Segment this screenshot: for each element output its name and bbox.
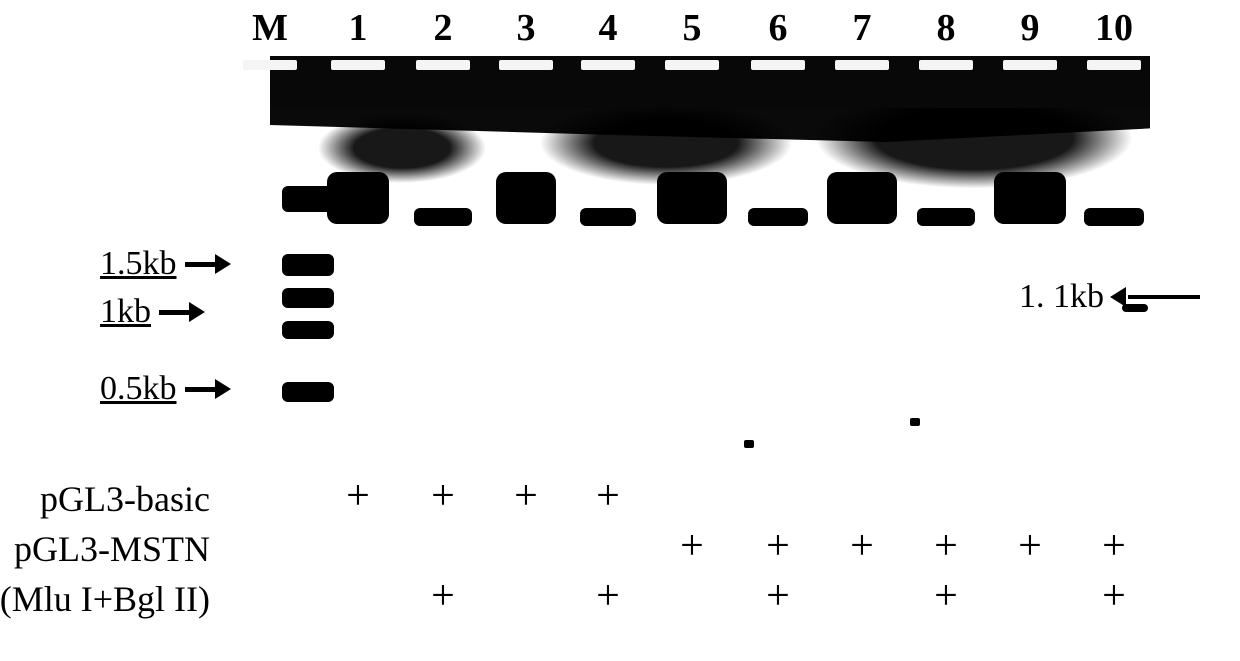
lane-label-3: 3 <box>486 6 566 50</box>
well-slot <box>416 60 470 70</box>
plus-mark: + <box>906 522 986 570</box>
plasmid-band-uncut <box>657 172 727 224</box>
plus-mark: + <box>568 472 648 520</box>
plus-mark: + <box>1074 522 1154 570</box>
ladder-band <box>282 288 334 308</box>
well-slot <box>835 60 889 70</box>
plasmid-band-uncut <box>496 172 556 224</box>
ladder-band <box>282 254 334 276</box>
lane-label-2: 2 <box>403 6 483 50</box>
well-slot <box>331 60 385 70</box>
plus-mark: + <box>822 522 902 570</box>
well-slot <box>665 60 719 70</box>
size-marker-left: 1.5kb <box>100 245 233 283</box>
gel-image <box>270 56 1150 426</box>
size-marker-left: 0.5kb <box>100 370 233 408</box>
well-slot <box>499 60 553 70</box>
plus-mark: + <box>990 522 1070 570</box>
arrow-right-icon <box>185 254 233 274</box>
ladder-band <box>282 382 334 402</box>
plus-mark: + <box>652 522 732 570</box>
plus-mark: + <box>738 572 818 620</box>
lane-label-6: 6 <box>738 6 818 50</box>
arrow-right-icon <box>159 302 207 322</box>
well-slot <box>1003 60 1057 70</box>
plus-mark: + <box>403 572 483 620</box>
legend-label: pGL3-MSTN <box>14 528 210 570</box>
lane-label-8: 8 <box>906 6 986 50</box>
well-slot <box>751 60 805 70</box>
plus-mark: + <box>318 472 398 520</box>
lane-label-9: 9 <box>990 6 1070 50</box>
plasmid-band-linear <box>1084 208 1144 226</box>
well-slot <box>581 60 635 70</box>
legend-row: pGL3-basic++++ <box>40 476 1200 526</box>
plasmid-band-linear <box>580 208 636 226</box>
marker-text: 1.5kb <box>100 245 177 283</box>
arrow-left-icon <box>1110 287 1200 307</box>
plasmid-band-linear <box>414 208 472 226</box>
legend-label: pGL3-basic <box>40 478 210 520</box>
size-marker-right: 1. 1kb <box>1019 278 1200 316</box>
marker-text: 1kb <box>100 293 151 331</box>
plasmid-band-uncut <box>827 172 897 224</box>
lane-label-5: 5 <box>652 6 732 50</box>
plus-mark: + <box>486 472 566 520</box>
well-slot <box>1087 60 1141 70</box>
plus-mark: + <box>568 572 648 620</box>
lane-label-marker: M <box>230 6 310 50</box>
marker-right-text: 1. 1kb <box>1019 278 1104 316</box>
lane-label-7: 7 <box>822 6 902 50</box>
arrow-right-icon <box>185 379 233 399</box>
gel-wells <box>270 56 1150 108</box>
well-slot <box>243 60 297 70</box>
plus-mark: + <box>1074 572 1154 620</box>
size-marker-left: 1kb <box>100 293 207 331</box>
lane-label-10: 10 <box>1074 6 1154 50</box>
lane-label-1: 1 <box>318 6 398 50</box>
plasmid-band-linear <box>917 208 975 226</box>
plasmid-band-uncut <box>994 172 1066 224</box>
well-slot <box>919 60 973 70</box>
legend-row: pGL3-MSTN++++++ <box>40 526 1200 576</box>
marker-text: 0.5kb <box>100 370 177 408</box>
plasmid-band-uncut <box>327 172 389 224</box>
plus-mark: + <box>738 522 818 570</box>
lane-label-4: 4 <box>568 6 648 50</box>
legend-label: (Mlu I+Bgl II) <box>0 578 210 620</box>
gel-figure: M12345678910 1. 1kb pGL3-basic++++pGL3-M… <box>40 0 1200 661</box>
ladder-band <box>282 321 334 339</box>
plus-mark: + <box>403 472 483 520</box>
plasmid-band-linear <box>748 208 808 226</box>
gel-speck <box>744 440 754 448</box>
plus-mark: + <box>906 572 986 620</box>
gel-speck <box>910 418 920 426</box>
legend-row: (Mlu I+Bgl II)+++++ <box>40 576 1200 626</box>
